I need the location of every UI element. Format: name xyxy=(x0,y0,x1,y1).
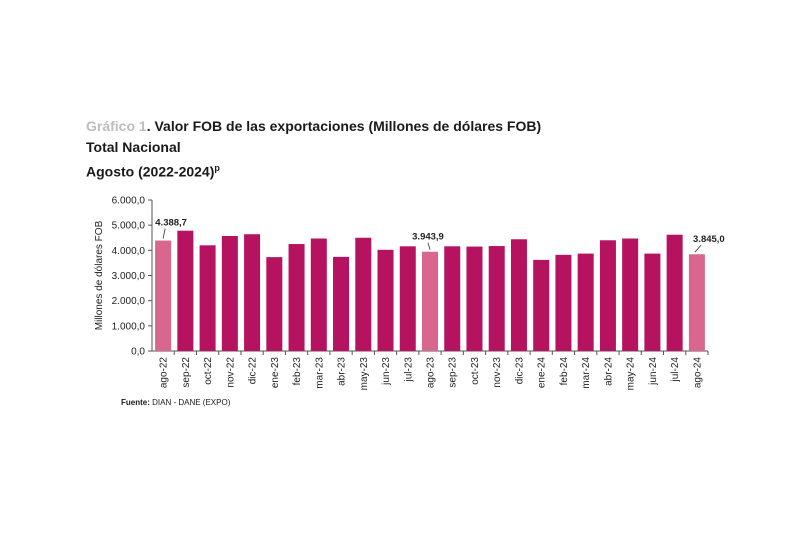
data-label-leader-ago-22 xyxy=(162,228,166,239)
source-label: Fuente: xyxy=(121,398,150,407)
data-label-ago-23: 3.943,9 xyxy=(412,232,444,243)
bar-jul-24 xyxy=(666,234,683,351)
bar-nov-23 xyxy=(488,246,505,351)
x-tick-label-dic-22: dic-22 xyxy=(248,357,259,385)
x-tick-label-nov-23: nov-23 xyxy=(492,357,503,388)
x-tick-label-jul-24: jul-24 xyxy=(670,357,681,383)
bar-feb-24 xyxy=(555,254,572,351)
bar-jul-23 xyxy=(399,246,416,351)
data-label-ago-24: 3.845,0 xyxy=(693,234,725,245)
x-tick-label-ago-22: ago-22 xyxy=(159,357,170,389)
bar-mar-24 xyxy=(577,253,594,351)
bar-nov-22 xyxy=(221,235,238,351)
y-tick-label: 6.000,0 xyxy=(112,196,146,207)
x-tick-label-sep-22: sep-22 xyxy=(181,357,192,388)
bar-ago-23 xyxy=(421,251,439,351)
chart-subtitle-region: Total Nacional xyxy=(86,139,181,155)
chart-title: Gráfico 1. Valor FOB de las exportacione… xyxy=(86,116,541,137)
x-tick-label-ago-24: ago-24 xyxy=(692,357,703,389)
period-text: Agosto (2022-2024) xyxy=(86,163,215,180)
bar-jun-23 xyxy=(377,249,394,351)
x-tick-label-abr-23: abr-23 xyxy=(337,357,348,386)
bar-abr-24 xyxy=(599,240,616,351)
data-label-ago-22: 4.388,7 xyxy=(155,218,187,229)
x-tick-label-may-24: may-24 xyxy=(626,357,637,391)
x-tick-label-ago-23: ago-23 xyxy=(426,357,437,389)
source-note: Fuente: DIAN - DANE (EXPO) xyxy=(121,398,230,407)
y-tick-label: 2.000,0 xyxy=(112,296,146,307)
x-tick-label-mar-23: mar-23 xyxy=(314,357,325,389)
bar-may-23 xyxy=(355,237,372,351)
x-tick-label-abr-24: abr-24 xyxy=(603,357,614,386)
x-tick-label-feb-24: feb-24 xyxy=(559,357,570,386)
bar-ago-22 xyxy=(155,240,172,351)
y-tick-label: 4.000,0 xyxy=(112,246,146,257)
y-tick-label: 3.000,0 xyxy=(112,271,146,282)
chart-subtitle-period: Agosto (2022-2024)p xyxy=(86,158,541,183)
bar-feb-23 xyxy=(288,244,305,351)
bar-chart: 0,0 1.000,0 2.000,0 3.000,0 4.000,0 5.000,0 6.… xyxy=(94,196,725,391)
x-tick-label-nov-22: nov-22 xyxy=(225,357,236,388)
bar-oct-22 xyxy=(199,245,216,351)
x-tick-label-dic-23: dic-23 xyxy=(514,357,525,385)
bar-mar-23 xyxy=(310,238,327,351)
x-tick-label-jul-23: jul-23 xyxy=(403,357,414,383)
chart-title-block: Gráfico 1. Valor FOB de las exportacione… xyxy=(86,116,541,183)
bar-ago-24 xyxy=(688,254,705,351)
x-tick-label-sep-23: sep-23 xyxy=(448,357,459,388)
x-tick-label-oct-23: oct-23 xyxy=(470,357,481,385)
data-label-leader-ago-24 xyxy=(694,244,702,253)
y-axis-title: Millones de dólares FOB xyxy=(94,220,105,330)
bar-oct-23 xyxy=(466,246,483,351)
x-tick-label-jun-24: jun-24 xyxy=(648,357,659,386)
bar-abr-23 xyxy=(333,256,350,351)
x-tick-label-feb-23: feb-23 xyxy=(292,357,303,386)
x-tick-label-jun-23: jun-23 xyxy=(381,357,392,386)
bar-ene-24 xyxy=(533,259,550,351)
data-label-leader-ago-23 xyxy=(427,242,431,250)
x-tick-label-may-23: may-23 xyxy=(359,357,370,391)
bar-ene-23 xyxy=(266,257,283,351)
bar-sep-23 xyxy=(444,246,461,351)
chart-title-main: . Valor FOB de las exportaciones (Millon… xyxy=(146,118,542,134)
x-tick-label-ene-23: ene-23 xyxy=(270,357,281,389)
bar-dic-22 xyxy=(244,234,261,351)
x-tick-label-oct-22: oct-22 xyxy=(203,357,214,385)
bar-may-24 xyxy=(622,238,639,351)
y-tick-label: 5.000,0 xyxy=(112,221,146,232)
y-tick-label: 0,0 xyxy=(131,347,145,358)
bar-sep-22 xyxy=(177,230,194,351)
y-tick-label: 1.000,0 xyxy=(112,321,146,332)
source-value: DIAN - DANE (EXPO) xyxy=(152,398,231,407)
bar-dic-23 xyxy=(510,239,527,351)
x-tick-label-ene-24: ene-24 xyxy=(537,357,548,389)
provisional-mark: p xyxy=(214,163,220,173)
x-tick-label-mar-24: mar-24 xyxy=(581,357,592,389)
bar-jun-24 xyxy=(644,253,661,351)
figure-number: Gráfico 1 xyxy=(86,118,147,134)
